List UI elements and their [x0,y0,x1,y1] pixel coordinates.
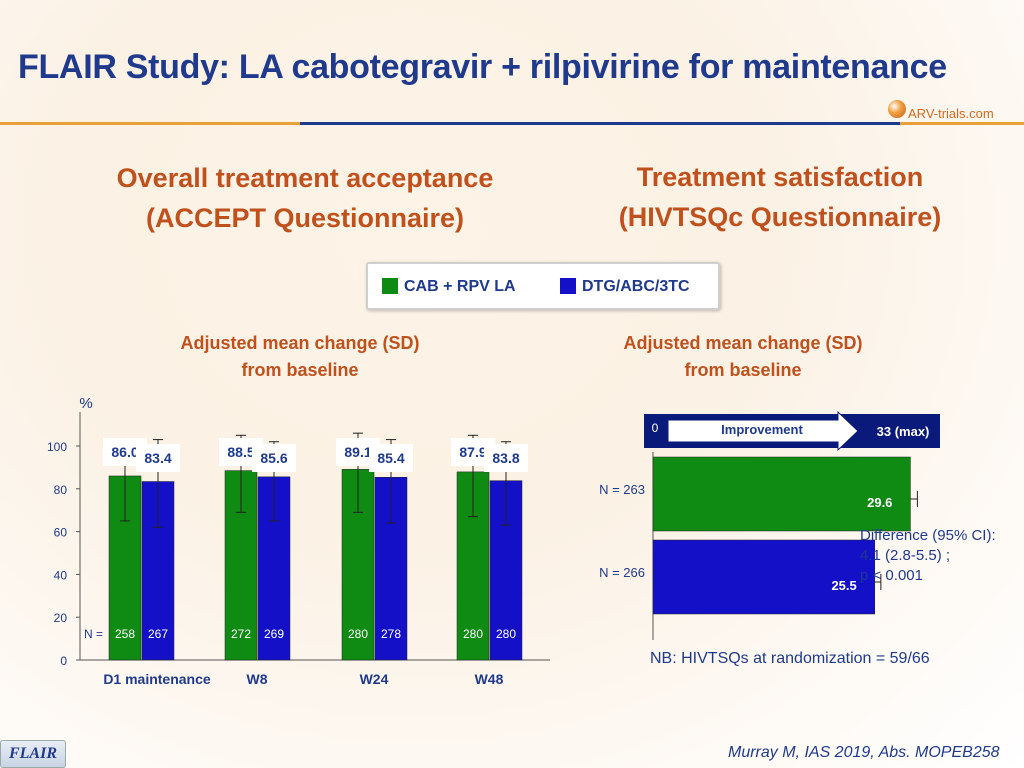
hbar-value-label: 29.6 [867,495,892,510]
n-label: 278 [381,627,401,641]
scale-min-label: 0 [652,421,659,435]
y-tick-label: 40 [54,568,68,582]
left-chart-subtitle: Adjusted mean change (SD) from baseline [180,333,420,380]
difference-annotation: p < 0.001 [860,567,923,584]
footnote: NB: HIVTSQs at randomization = 59/66 [650,650,930,667]
n-label: N = 266 [599,565,645,580]
legend: CAB + RPV LA DTG/ABC/3TC [366,262,720,310]
data-label-bg [136,444,180,472]
improvement-label: Improvement [721,422,803,437]
n-label: 280 [463,627,483,641]
data-label: 83.4 [144,450,171,466]
y-tick-label: 20 [54,611,68,625]
x-tick-label: W48 [475,671,504,687]
data-label: 85.4 [377,450,404,466]
flair-badge[interactable]: FLAIR [0,740,66,768]
legend-label-dtg: DTG/ABC/3TC [582,278,690,295]
header-rule-left [0,122,300,125]
header-rule-middle [300,122,900,125]
arv-trials-logo-icon [888,100,906,118]
improvement-arrow [667,410,859,452]
header-rule-right [900,122,1024,125]
n-label: 272 [231,627,251,641]
n-label: 280 [348,627,368,641]
page-title: FLAIR Study: LA cabotegravir + rilpiviri… [18,48,947,86]
y-tick-label: 80 [54,483,68,497]
x-tick-label: W8 [247,671,268,687]
data-label-bg [252,444,296,472]
right-section-title: Treatment satisfaction (HIVTSQc Questionn… [618,162,942,232]
x-tick-label: W24 [360,671,389,687]
n-label: 280 [496,627,516,641]
arv-trials-logo[interactable]: ARV-trials.com [888,100,1013,128]
n-prefix-label: N = [84,627,103,641]
scale-max-label: 33 (max) [877,424,930,439]
legend-swatch-cab-rpv [382,278,398,294]
data-label: 83.8 [492,450,519,466]
hbar-value-label: 25.5 [831,578,856,593]
right-chart-subtitle: Adjusted mean change (SD) from baseline [623,333,863,380]
data-label-bg [369,444,413,472]
hbar [652,456,911,532]
n-label: 267 [148,627,168,641]
y-tick-label: 0 [60,654,67,668]
data-label: 86.0 [111,444,138,460]
legend-label-cab-rpv: CAB + RPV LA [404,278,516,295]
x-tick-label: D1 maintenance [103,671,211,687]
logo-text: ARV-trials.com [908,106,994,121]
data-label: 89.1 [344,444,371,460]
data-label: 85.6 [260,450,287,466]
n-label: 258 [115,627,135,641]
y-tick-label: 100 [47,440,67,454]
y-axis-label: % [79,395,92,412]
data-label: 88.5 [227,444,254,460]
citation: Murray M, IAS 2019, Abs. MOPEB258 [728,744,1000,761]
data-label-bg [484,444,528,472]
n-label: 269 [264,627,284,641]
legend-swatch-dtg [560,278,576,294]
difference-annotation: Difference (95% CI): [860,527,996,544]
left-section-title: Overall treatment acceptance (ACCEPT Ques… [116,163,494,233]
difference-annotation: 4.1 (2.8-5.5) ; [860,547,950,564]
y-tick-label: 60 [54,526,68,540]
hbar [652,539,876,615]
n-label: N = 263 [599,482,645,497]
data-label: 87.9 [459,444,486,460]
